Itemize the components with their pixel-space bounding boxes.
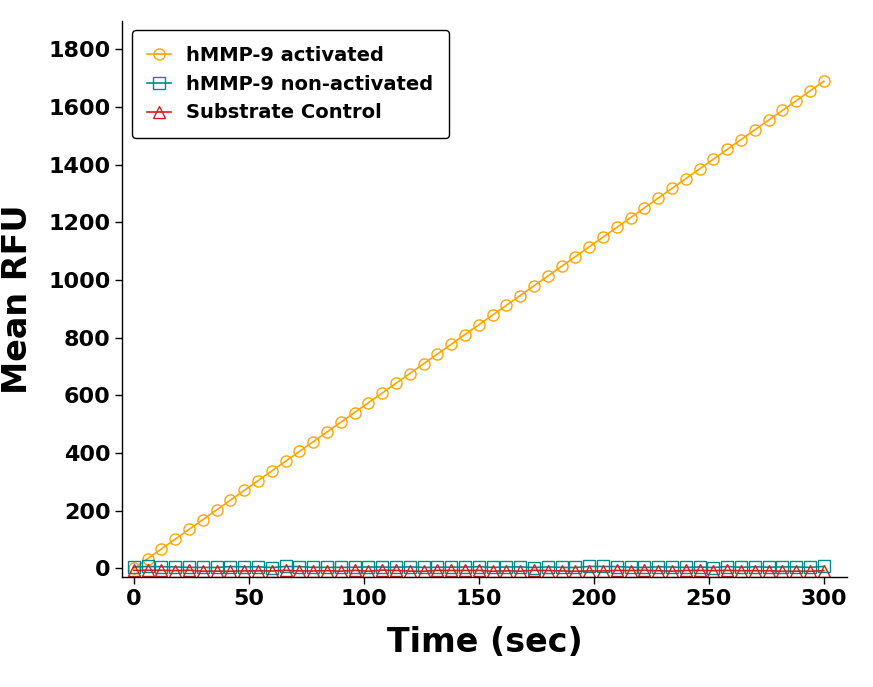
Substrate Control	[819, 567, 829, 575]
Y-axis label: Mean RFU: Mean RFU	[1, 204, 34, 394]
hMMP-9 non-activated	[377, 563, 388, 571]
Substrate Control	[418, 567, 429, 576]
X-axis label: Time (sec): Time (sec)	[387, 626, 582, 659]
hMMP-9 activated	[625, 214, 636, 222]
hMMP-9 non-activated	[266, 563, 277, 572]
Substrate Control	[335, 567, 346, 575]
Legend: hMMP-9 activated, hMMP-9 non-activated, Substrate Control: hMMP-9 activated, hMMP-9 non-activated, …	[132, 30, 449, 138]
Line: hMMP-9 activated: hMMP-9 activated	[128, 76, 829, 574]
Line: hMMP-9 non-activated: hMMP-9 non-activated	[128, 561, 829, 573]
hMMP-9 non-activated	[653, 563, 663, 571]
hMMP-9 activated	[805, 87, 815, 95]
hMMP-9 activated	[819, 77, 829, 85]
hMMP-9 non-activated	[128, 563, 139, 572]
hMMP-9 non-activated	[805, 563, 815, 572]
hMMP-9 non-activated	[612, 563, 622, 571]
hMMP-9 activated	[335, 418, 346, 427]
Substrate Control	[128, 566, 139, 574]
Substrate Control	[349, 566, 360, 574]
hMMP-9 activated	[349, 408, 360, 416]
Substrate Control	[280, 566, 291, 574]
hMMP-9 non-activated	[280, 563, 291, 571]
Substrate Control	[377, 566, 388, 574]
hMMP-9 non-activated	[363, 563, 374, 571]
Substrate Control	[653, 567, 663, 575]
Substrate Control	[805, 567, 815, 576]
hMMP-9 activated	[280, 457, 291, 465]
Line: Substrate Control: Substrate Control	[128, 565, 829, 577]
Substrate Control	[612, 566, 622, 574]
hMMP-9 activated	[584, 243, 595, 251]
hMMP-9 activated	[128, 564, 139, 572]
hMMP-9 non-activated	[308, 563, 319, 572]
hMMP-9 non-activated	[819, 563, 829, 571]
